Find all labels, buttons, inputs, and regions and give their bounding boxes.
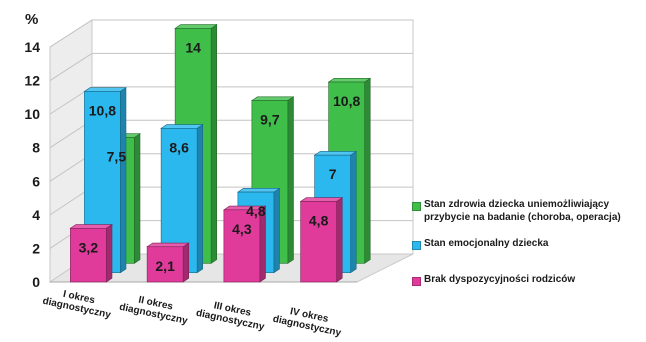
bar — [299, 197, 344, 283]
y-axis: % 0 2 4 6 8 10 12 14 — [24, 11, 40, 290]
bar-top — [69, 224, 113, 229]
data-label: 9,7 — [260, 112, 280, 128]
legend-item: Stan emocjonalny dziecka — [412, 237, 644, 250]
bar-side — [273, 187, 280, 274]
legend-item: Stan zdrowia dziecka uniemożliwiający prz… — [412, 198, 644, 224]
bar-top — [313, 151, 358, 156]
legend-swatch — [412, 202, 421, 211]
bar-side — [287, 96, 294, 264]
data-label: 10,8 — [333, 93, 360, 109]
data-label: 8,6 — [169, 139, 189, 155]
legend-label: Stan zdrowia dziecka uniemożliwiający prz… — [424, 198, 621, 224]
bar-top — [236, 188, 281, 193]
data-label: 4,3 — [232, 221, 252, 237]
y-tick-label: 6 — [32, 173, 40, 189]
data-label: 3,2 — [79, 239, 99, 255]
y-axis-label: % — [25, 11, 38, 28]
gridline — [49, 52, 413, 81]
legend-label-line: Stan zdrowia dziecka uniemożliwiający — [424, 199, 610, 210]
y-tick-label: 0 — [32, 274, 40, 290]
bars — [69, 24, 372, 283]
data-label: 2,1 — [155, 258, 175, 274]
x-tick-label: III okresdiagnostyczny — [195, 297, 268, 333]
data-label: 7 — [329, 166, 337, 182]
bar-side — [134, 133, 141, 264]
y-tick-label: 14 — [24, 39, 40, 55]
x-tick-label: IV okresdiagnostyczny — [272, 303, 345, 339]
data-label: 7,5 — [107, 148, 127, 164]
bar-front — [70, 227, 107, 283]
bar-top — [146, 242, 190, 248]
bar-side — [182, 242, 190, 283]
legend-label-line: Stan emocjonalny dziecka — [424, 238, 549, 249]
gridline — [49, 86, 413, 115]
bar-top — [250, 96, 295, 101]
bar — [146, 242, 190, 283]
y-tick-label: 8 — [32, 140, 40, 156]
bar-top — [174, 24, 218, 29]
x-tick-label: II okresdiagnostyczny — [118, 291, 191, 327]
y-tick-label: 10 — [24, 106, 40, 122]
y-tick-label: 2 — [32, 240, 40, 256]
bar-top — [160, 124, 204, 129]
bar-side — [350, 150, 357, 274]
bar-side — [120, 87, 127, 274]
bar-side — [336, 197, 343, 283]
bar-front — [300, 201, 337, 283]
legend-label: Stan emocjonalny dziecka — [424, 237, 549, 250]
data-label: 4,8 — [246, 203, 266, 219]
bar-side — [196, 124, 204, 274]
bar — [69, 223, 113, 283]
bar-top — [327, 78, 372, 83]
legend-label-line: Brak dyspozycyjności rodziców — [424, 274, 576, 285]
legend-swatch — [412, 277, 421, 286]
bar-side — [210, 24, 218, 264]
y-tick-label: 12 — [24, 73, 40, 89]
data-label: 4,8 — [309, 212, 329, 228]
bar-top — [83, 87, 127, 92]
bar-top — [299, 197, 344, 202]
bar-side — [364, 77, 371, 264]
legend-swatch — [412, 241, 421, 250]
x-tick-label: I okresdiagnostyczny — [41, 285, 114, 321]
bar-front — [223, 209, 261, 283]
legend-label-line: przybycie na badanie (choroba, operacja) — [424, 212, 621, 223]
bar — [222, 205, 267, 283]
bar-side — [106, 223, 113, 283]
x-axis: I okresdiagnostyczny II okresdiagnostyczn… — [41, 285, 345, 339]
gridline — [49, 19, 413, 48]
bar-front — [146, 246, 184, 283]
data-labels: 7,5 14 9,7 10,8 10,8 8,6 4,8 7 3,2 2,1 4,3 4,8 — [79, 39, 361, 273]
data-label: 10,8 — [89, 102, 116, 118]
y-tick-label: 4 — [32, 207, 40, 223]
legend-label: Brak dyspozycyjności rodziców — [424, 273, 575, 286]
legend-item: Brak dyspozycyjności rodziców — [412, 273, 644, 286]
data-label: 14 — [185, 39, 201, 55]
